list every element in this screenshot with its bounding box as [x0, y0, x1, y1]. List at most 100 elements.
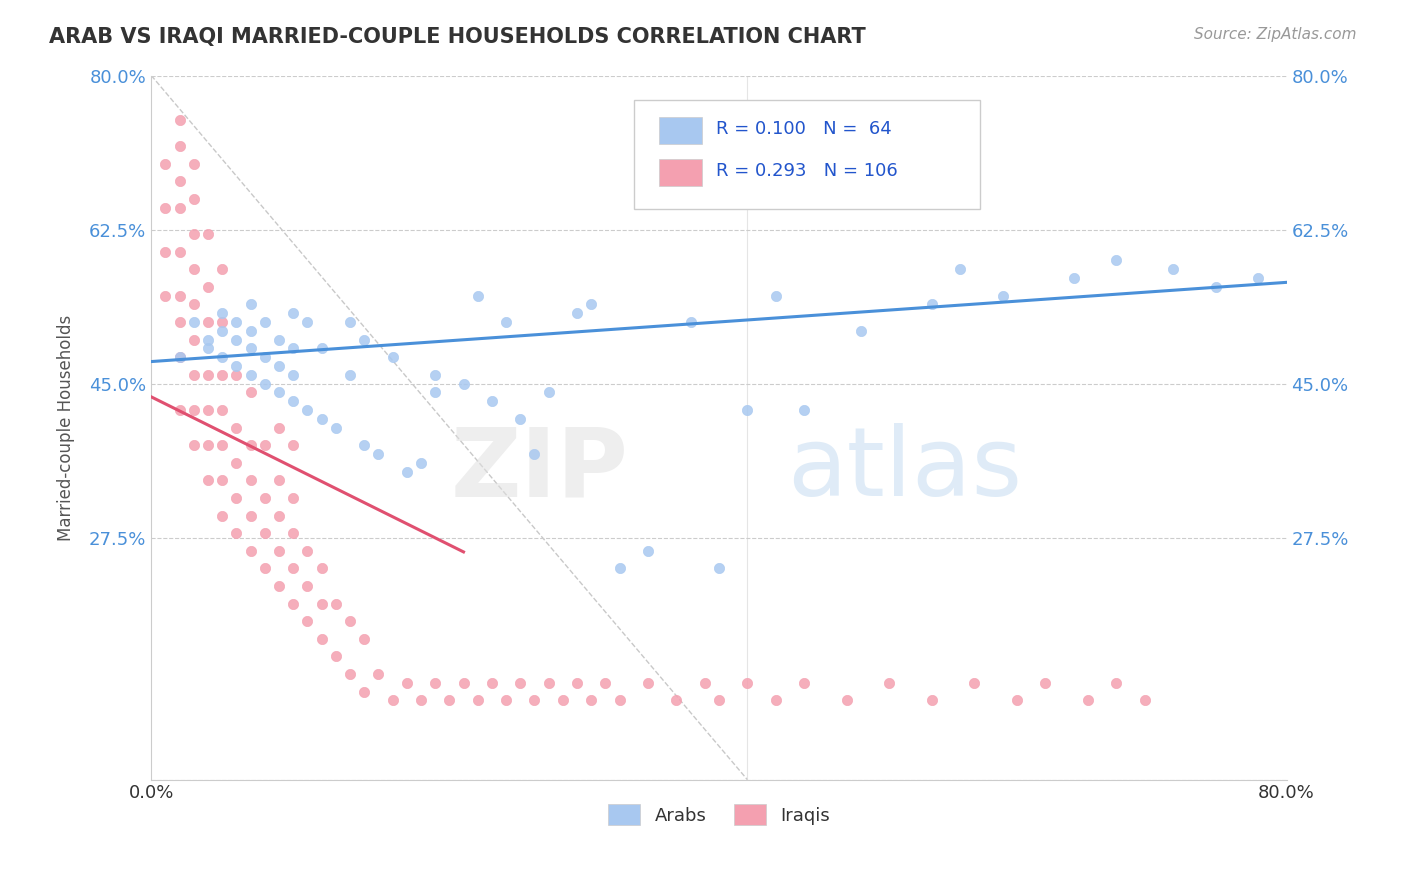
Point	[239, 543, 262, 558]
Point	[381, 693, 404, 707]
Text: ARAB VS IRAQI MARRIED-COUPLE HOUSEHOLDS CORRELATION CHART: ARAB VS IRAQI MARRIED-COUPLE HOUSEHOLDS …	[49, 27, 866, 46]
Point	[169, 288, 191, 302]
Point	[523, 447, 546, 461]
Point	[793, 403, 815, 417]
Point	[225, 526, 247, 541]
Point	[679, 315, 702, 329]
Point	[225, 491, 247, 505]
Point	[197, 333, 219, 347]
Point	[283, 491, 305, 505]
Point	[211, 315, 233, 329]
Point	[197, 315, 219, 329]
FancyBboxPatch shape	[659, 160, 702, 186]
Point	[283, 526, 305, 541]
Point	[495, 693, 517, 707]
Point	[353, 333, 375, 347]
Point	[311, 342, 333, 356]
Point	[609, 561, 631, 575]
Point	[267, 579, 290, 593]
Point	[367, 667, 389, 681]
Point	[169, 350, 191, 364]
Text: R = 0.100   N =  64: R = 0.100 N = 64	[716, 120, 891, 138]
Point	[367, 447, 389, 461]
Point	[565, 675, 588, 690]
Point	[423, 385, 446, 400]
Point	[197, 474, 219, 488]
Point	[1105, 253, 1128, 268]
Point	[197, 227, 219, 241]
Point	[239, 368, 262, 382]
Point	[765, 288, 787, 302]
Point	[283, 368, 305, 382]
Point	[1247, 271, 1270, 285]
Point	[211, 306, 233, 320]
Point	[423, 368, 446, 382]
Point	[1063, 271, 1085, 285]
Point	[211, 403, 233, 417]
Point	[197, 438, 219, 452]
Point	[707, 693, 730, 707]
Point	[1205, 279, 1227, 293]
Point	[283, 394, 305, 409]
Point	[665, 693, 688, 707]
Point	[225, 333, 247, 347]
Point	[283, 306, 305, 320]
Point	[581, 297, 603, 311]
Point	[1005, 693, 1028, 707]
Point	[169, 315, 191, 329]
Point	[311, 597, 333, 611]
Point	[325, 597, 347, 611]
Point	[155, 244, 177, 259]
Point	[183, 315, 205, 329]
Point	[239, 438, 262, 452]
Point	[253, 315, 276, 329]
Point	[297, 579, 319, 593]
Point	[183, 192, 205, 206]
Point	[439, 693, 461, 707]
Point	[211, 368, 233, 382]
Point	[283, 561, 305, 575]
Point	[467, 288, 489, 302]
Point	[183, 262, 205, 277]
Point	[921, 693, 943, 707]
Point	[225, 368, 247, 382]
Legend: Arabs, Iraqis: Arabs, Iraqis	[599, 795, 839, 834]
Point	[737, 675, 759, 690]
Point	[1161, 262, 1184, 277]
Point	[267, 333, 290, 347]
Point	[353, 438, 375, 452]
Point	[197, 403, 219, 417]
Point	[1077, 693, 1099, 707]
Point	[1033, 675, 1056, 690]
Point	[239, 324, 262, 338]
Text: R = 0.293   N = 106: R = 0.293 N = 106	[716, 162, 897, 180]
Point	[453, 376, 475, 391]
Point	[609, 693, 631, 707]
Point	[311, 632, 333, 646]
Point	[353, 684, 375, 698]
Point	[297, 315, 319, 329]
Point	[509, 411, 531, 425]
Point	[169, 139, 191, 153]
Point	[1105, 675, 1128, 690]
Text: Source: ZipAtlas.com: Source: ZipAtlas.com	[1194, 27, 1357, 42]
Point	[183, 438, 205, 452]
Point	[183, 368, 205, 382]
Point	[169, 350, 191, 364]
Point	[453, 675, 475, 690]
Point	[509, 675, 531, 690]
Point	[211, 324, 233, 338]
Point	[183, 333, 205, 347]
Point	[1133, 693, 1156, 707]
Point	[339, 368, 361, 382]
Point	[267, 543, 290, 558]
Point	[637, 675, 659, 690]
Point	[197, 368, 219, 382]
Point	[311, 561, 333, 575]
Point	[537, 385, 560, 400]
Point	[267, 508, 290, 523]
Point	[225, 359, 247, 373]
Point	[169, 112, 191, 127]
Point	[155, 156, 177, 170]
Text: atlas: atlas	[787, 424, 1022, 516]
